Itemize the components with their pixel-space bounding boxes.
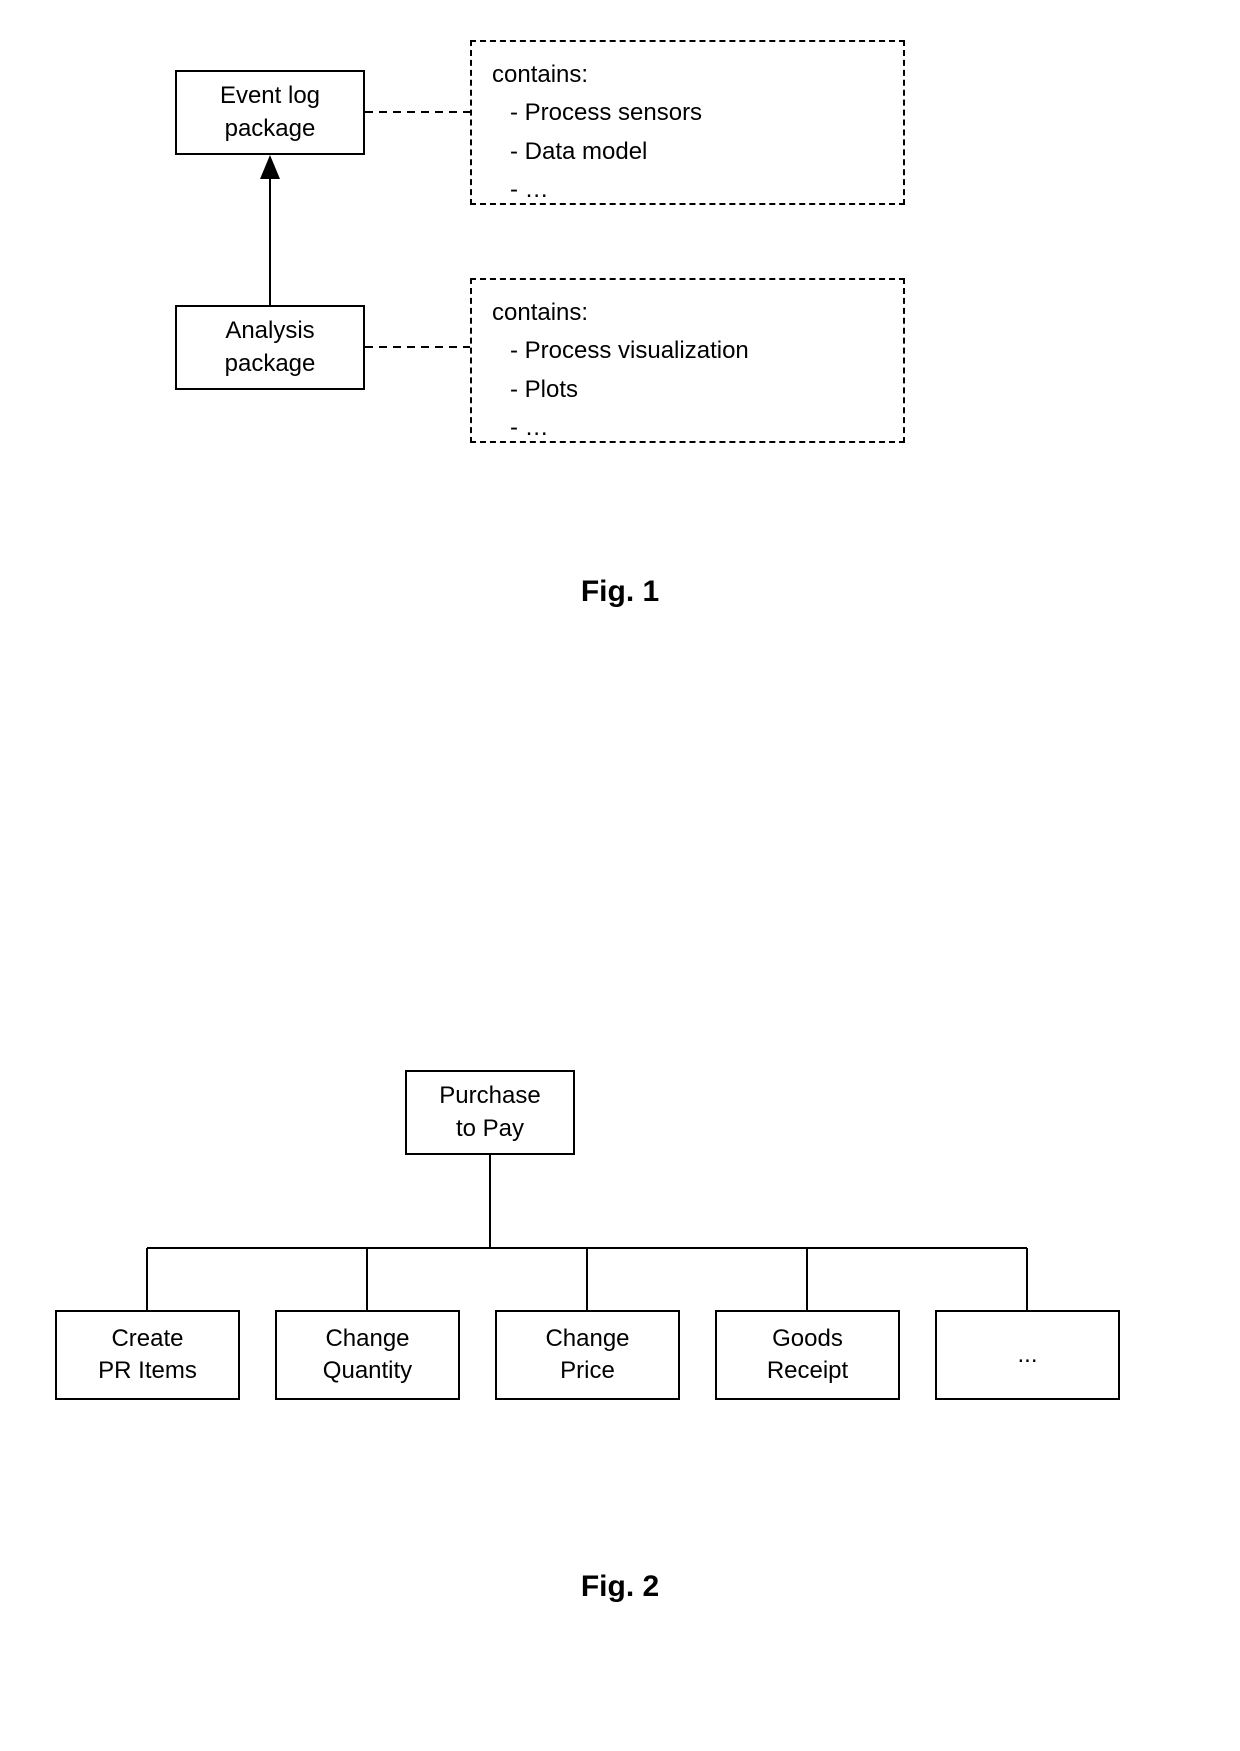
figure-2-label: Fig. 2 [581,1570,659,1604]
tree-connectors [0,0,1240,1450]
